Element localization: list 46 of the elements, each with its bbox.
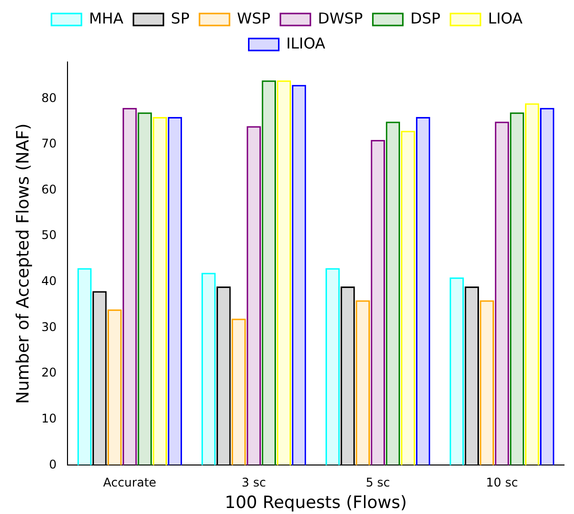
legend-label: SP	[170, 9, 190, 28]
bar	[138, 112, 152, 466]
bar	[356, 300, 370, 466]
bar	[201, 272, 216, 466]
bar	[370, 140, 386, 466]
bar	[524, 103, 540, 466]
y-tick-label: 80	[41, 90, 57, 105]
y-tick-label: 50	[41, 228, 57, 242]
legend-label: MHA	[88, 9, 124, 28]
bar	[152, 116, 167, 466]
bar	[480, 300, 494, 466]
bar	[232, 318, 246, 466]
bar	[326, 268, 340, 466]
legend-label: DSP	[410, 9, 440, 28]
y-tick-label: 10	[41, 412, 57, 426]
y-tick-label: 70	[41, 136, 57, 151]
bar	[122, 108, 137, 466]
bar	[77, 268, 92, 466]
y-tick-label: 30	[41, 320, 57, 334]
bar	[276, 80, 292, 466]
bar	[292, 84, 306, 466]
x-axis-title: 100 Requests (Flows)	[224, 493, 407, 514]
y-tick-label: 20	[41, 366, 57, 380]
y-tick-label: 0	[49, 457, 57, 472]
legend-label: LIOA	[488, 9, 524, 28]
bar	[510, 112, 524, 466]
bar	[168, 116, 182, 466]
bar	[494, 122, 510, 466]
y-tick-label: 40	[41, 274, 57, 288]
legend-label: ILIOA	[286, 34, 326, 52]
bar	[450, 277, 464, 466]
x-tick-label: 5 sc	[366, 476, 390, 490]
bar	[400, 130, 416, 466]
bar	[386, 122, 400, 466]
x-tick-label: 3 sc	[242, 476, 266, 490]
legend-label: WSP	[237, 9, 270, 28]
bar	[262, 80, 276, 466]
bar	[416, 116, 430, 466]
x-tick-label: 10 sc	[486, 476, 518, 490]
legend-label: DWSP	[318, 9, 363, 28]
x-tick-label: Accurate	[103, 476, 156, 490]
bar	[107, 309, 122, 466]
y-tick-label: 60	[41, 182, 57, 196]
bar	[246, 126, 261, 466]
bar	[540, 108, 554, 466]
y-axis-title: Number of Accepted Flows (NAF)	[14, 123, 34, 404]
